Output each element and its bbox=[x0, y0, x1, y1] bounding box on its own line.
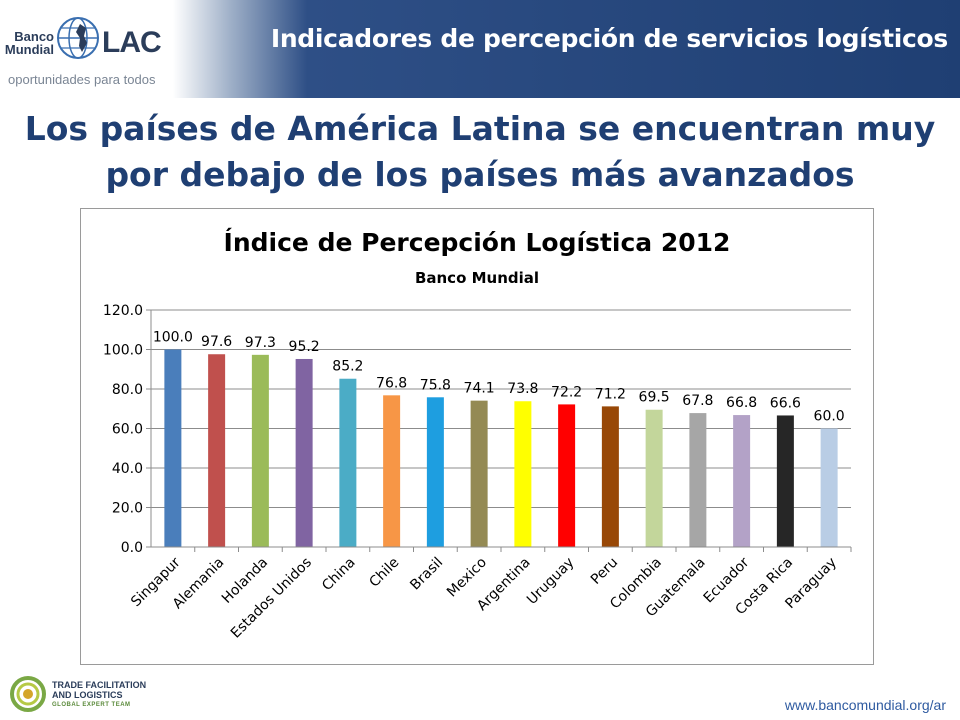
value-label: 74.1 bbox=[464, 381, 495, 397]
value-label: 60.0 bbox=[814, 409, 845, 425]
value-label: 66.8 bbox=[726, 395, 757, 411]
banco-mundial-lac-logo: Banco Mundial LAC oportunidades para todo… bbox=[4, 10, 174, 90]
bar-brasil bbox=[426, 397, 444, 547]
y-tick-label: 120.0 bbox=[103, 303, 143, 319]
globe-icon bbox=[57, 17, 99, 59]
value-labels: 100.0 97.6 97.3 95.2 85.2 76.8 75.8 74.1 73.8 72.… bbox=[153, 330, 845, 425]
chart-panel: Índice de Percepción Logística 2012 Banc… bbox=[80, 208, 874, 665]
bar-china bbox=[339, 378, 357, 547]
page-header-title: Indicadores de percepción de servicios l… bbox=[270, 24, 948, 53]
bar-ecuador bbox=[733, 415, 751, 547]
x-tick-label: China bbox=[319, 555, 359, 595]
value-label: 97.3 bbox=[245, 335, 276, 351]
y-tick-label: 60.0 bbox=[112, 422, 143, 438]
bar-mexico bbox=[470, 400, 488, 547]
value-label: 73.8 bbox=[507, 381, 538, 397]
bar-estados-unidos bbox=[295, 358, 313, 547]
value-label: 97.6 bbox=[201, 334, 232, 350]
logo-text-lac: LAC bbox=[102, 26, 162, 59]
y-tick-label: 40.0 bbox=[112, 461, 143, 477]
y-tick-label: 80.0 bbox=[112, 382, 143, 398]
logo-text-banco-mundial: Banco Mundial bbox=[4, 29, 54, 57]
chart-subtitle: Banco Mundial bbox=[415, 269, 539, 287]
x-tick-label: Brasil bbox=[407, 555, 446, 594]
footer-url: www.bancomundial.org/ar bbox=[784, 697, 946, 713]
y-tick-label: 20.0 bbox=[112, 501, 143, 517]
bar-singapur bbox=[164, 349, 182, 547]
y-tick-label: 100.0 bbox=[103, 343, 143, 359]
subtitle-line-2: por debajo de los países más avanzados bbox=[105, 155, 855, 194]
value-label: 85.2 bbox=[332, 359, 363, 375]
logo-team-text: GLOBAL EXPERT TEAM bbox=[52, 702, 131, 708]
swirl-logo-icon bbox=[10, 676, 46, 712]
value-label: 69.5 bbox=[639, 390, 670, 406]
bar-costa-rica bbox=[776, 415, 794, 547]
bar-uruguay bbox=[558, 404, 576, 547]
bar-chile bbox=[383, 395, 401, 547]
bar-guatemala bbox=[689, 413, 707, 547]
bar-colombia bbox=[645, 409, 663, 547]
bar-argentina bbox=[514, 401, 532, 547]
header-band bbox=[0, 0, 960, 98]
value-label: 66.6 bbox=[770, 395, 801, 411]
value-label: 67.8 bbox=[682, 393, 713, 409]
subtitle-line-1: Los países de América Latina se encuentr… bbox=[24, 109, 936, 148]
chart-title: Índice de Percepción Logística 2012 bbox=[224, 228, 731, 257]
value-label: 75.8 bbox=[420, 377, 451, 393]
x-tick-label: Uruguay bbox=[524, 555, 577, 608]
x-tick-label: Peru bbox=[588, 555, 621, 588]
y-axis: 0.0 20.0 40.0 60.0 80.0 100.0 120.0 bbox=[103, 303, 152, 556]
bar-paraguay bbox=[820, 428, 838, 547]
slide-subtitle: Los países de América Latina se encuentr… bbox=[0, 106, 960, 198]
x-tick-label: Chile bbox=[366, 555, 402, 591]
bars bbox=[164, 349, 838, 547]
y-tick-label: 0.0 bbox=[121, 540, 143, 556]
bar-chart: Índice de Percepción Logística 2012 Banc… bbox=[103, 228, 852, 642]
bar-holanda bbox=[251, 354, 269, 547]
bar-peru bbox=[601, 406, 619, 547]
logo-trade-text: TRADE FACILITATION AND LOGISTICS bbox=[52, 680, 147, 700]
bar-alemania bbox=[208, 354, 226, 547]
logo-tagline: oportunidades para todos bbox=[8, 72, 156, 87]
x-tick-label: Estados Unidos bbox=[228, 555, 315, 642]
trade-facilitation-logo: TRADE FACILITATION AND LOGISTICS GLOBAL E… bbox=[8, 674, 158, 714]
value-label: 95.2 bbox=[289, 339, 320, 355]
value-label: 72.2 bbox=[551, 384, 582, 400]
value-label: 76.8 bbox=[376, 375, 407, 391]
value-label: 71.2 bbox=[595, 386, 626, 402]
value-label: 100.0 bbox=[153, 330, 193, 346]
